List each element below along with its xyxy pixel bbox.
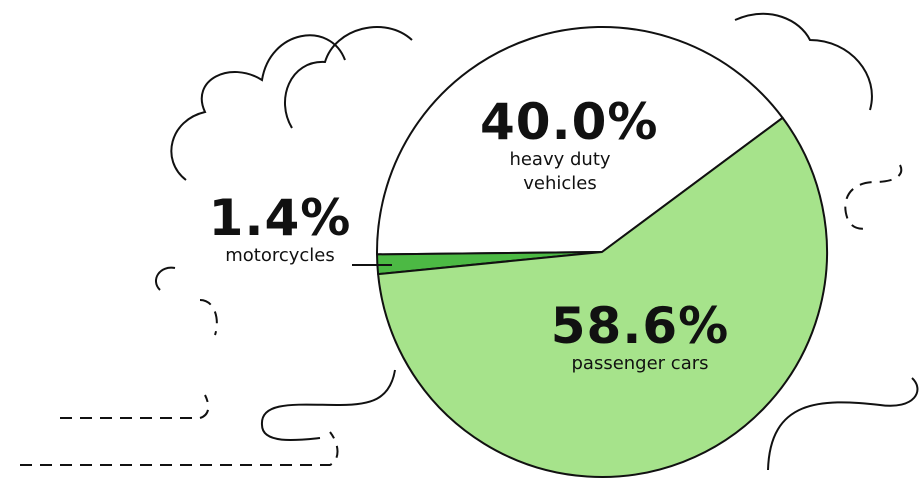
cloud (170, 34, 346, 181)
decoration (20, 12, 919, 471)
value-label: 1.4% (208, 189, 352, 247)
pie-slice (377, 116, 828, 478)
value-label: 58.6% (550, 297, 730, 355)
slice-label: 58.6% passenger cars (540, 300, 740, 376)
cloud (155, 266, 176, 291)
wind (199, 299, 218, 336)
category-label: heavy duty vehicles (509, 149, 611, 194)
cloud (283, 26, 413, 129)
pie (376, 26, 828, 478)
wind (844, 164, 903, 230)
slice-label: 40.0% heavy duty vehicles (480, 93, 659, 196)
wind (767, 377, 919, 471)
wind (260, 369, 396, 441)
wind (20, 431, 339, 466)
category-label: passenger cars (571, 353, 709, 374)
value-label: 40.0% (480, 93, 659, 151)
slice-label: 1.4% motorcycles (200, 192, 360, 268)
category-label: motorcycles (225, 245, 335, 266)
pie-slice (376, 26, 784, 256)
wind (60, 394, 210, 419)
cloud (734, 12, 873, 111)
